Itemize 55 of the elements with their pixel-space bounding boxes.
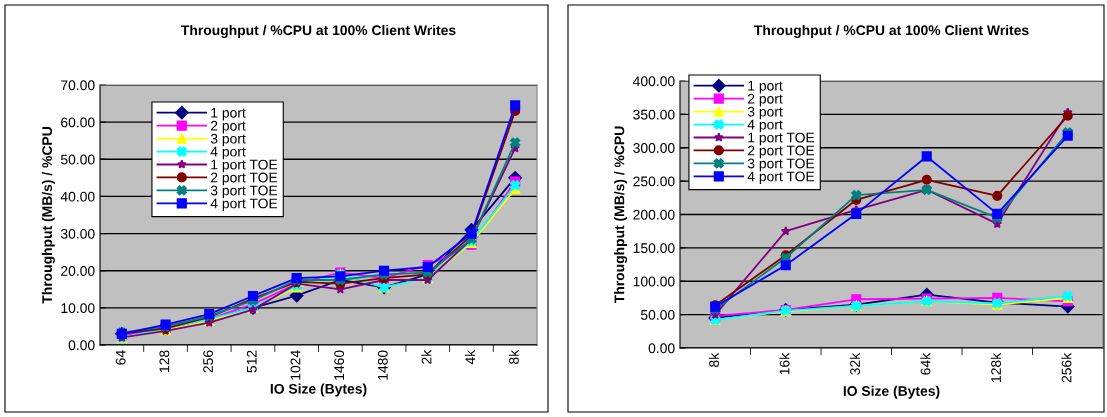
x-tick-label: 64 xyxy=(115,350,126,365)
legend-label: 3 port TOE xyxy=(747,158,815,172)
legend-label: 1 port TOE xyxy=(211,159,278,173)
legend-label: 4 port TOE xyxy=(210,198,278,212)
y-tick-label: 20.00 xyxy=(61,266,95,276)
x-tick-label: 128k xyxy=(990,352,1001,382)
x-axis-title: IO Size (Bytes) xyxy=(843,385,940,399)
y-tick-label: 50.00 xyxy=(60,154,95,165)
y-tick-label: 40.00 xyxy=(60,191,95,202)
y-tick-label: 50.00 xyxy=(640,309,675,320)
legend-label: 4 port xyxy=(747,119,783,133)
y-tick-label: 150.00 xyxy=(633,243,675,254)
y-tick-label: 200.00 xyxy=(633,209,675,220)
y-tick-label: 300.00 xyxy=(633,143,675,153)
legend-label: 1 port xyxy=(748,81,783,94)
x-tick-label: 1024 xyxy=(290,350,301,380)
y-tick-label: 100.00 xyxy=(633,276,675,287)
legend-label: 1 port xyxy=(211,108,246,121)
y-tick-label: 70.00 xyxy=(61,80,95,91)
y-tick-label: 30.00 xyxy=(60,228,95,239)
x-tick-label: 8k xyxy=(708,352,719,367)
x-tick-label: 4k xyxy=(464,349,476,365)
y-tick-label: 60.00 xyxy=(61,117,95,128)
legend-label: 3 port xyxy=(747,106,783,120)
y-axis-title: Throughput (MB/s) / %CPU xyxy=(41,127,55,304)
x-tick-label: 32k xyxy=(849,352,860,375)
x-tick-label: 2k xyxy=(421,349,432,364)
legend-label: 3 port TOE xyxy=(210,185,278,199)
legend-label: 2 port xyxy=(747,93,783,107)
y-tick-label: 350.00 xyxy=(633,109,675,120)
legend-label: 4 port xyxy=(210,146,246,160)
x-tick-label: 8k xyxy=(508,349,519,364)
x-tick-label: 256k xyxy=(1061,352,1072,383)
y-tick-label: 0.00 xyxy=(648,343,675,354)
legend-label: 2 port TOE xyxy=(210,172,278,186)
legend-label: 3 port xyxy=(210,133,246,147)
legend-label: 1 port TOE xyxy=(748,132,815,146)
x-axis-title: IO Size (Bytes) xyxy=(270,383,367,397)
x-tick-label: 128 xyxy=(159,350,170,372)
y-tick-label: 400.00 xyxy=(632,76,675,87)
chart-title: Throughput / %CPU at 100% Client Writes xyxy=(754,24,1029,38)
x-tick-label: 16k xyxy=(779,352,790,375)
x-tick-label: 512 xyxy=(246,350,257,373)
y-tick-label: 250.00 xyxy=(633,176,675,187)
y-axis-title: Throughput (MB/s) / %CPU xyxy=(614,126,628,304)
legend-label: 2 port xyxy=(210,120,246,134)
chart-title: Throughput / %CPU at 100% Client Writes xyxy=(181,24,456,38)
legend-label: 2 port TOE xyxy=(747,145,815,159)
x-tick-label: 256 xyxy=(203,350,213,373)
y-tick-label: 0.00 xyxy=(68,340,95,351)
y-tick-label: 10.00 xyxy=(61,303,95,314)
legend-label: 4 port TOE xyxy=(747,171,815,185)
x-tick-label: 1480 xyxy=(377,350,388,380)
x-tick-label: 1460 xyxy=(334,350,345,380)
x-tick-label: 64k xyxy=(920,352,931,375)
